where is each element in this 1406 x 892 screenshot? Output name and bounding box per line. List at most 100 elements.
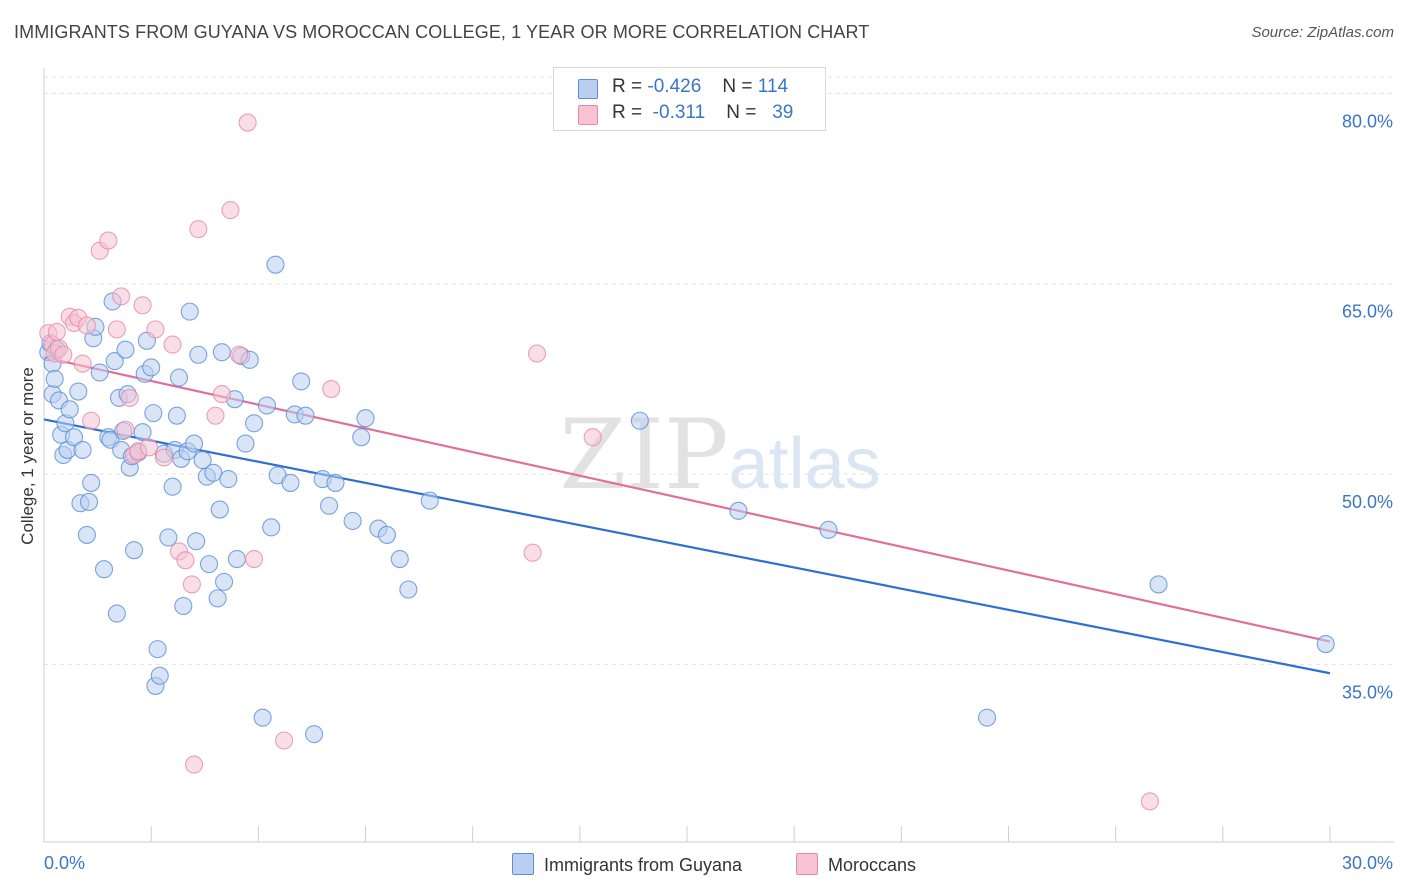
point-guyana <box>60 400 79 419</box>
point-moroccans <box>527 344 547 363</box>
point-guyana <box>163 477 182 496</box>
point-guyana <box>729 501 748 520</box>
point-moroccans <box>212 385 231 404</box>
n-label: N = <box>726 102 757 123</box>
point-moroccans <box>322 379 341 399</box>
point-moroccans <box>1140 792 1160 811</box>
point-guyana <box>1149 575 1168 594</box>
point-guyana <box>133 423 152 442</box>
point-guyana <box>320 496 339 515</box>
point-guyana <box>630 411 649 430</box>
y-tick-label: 35.0% <box>1342 682 1393 702</box>
moroccans-swatch <box>578 105 598 125</box>
point-guyana <box>204 463 223 482</box>
point-guyana <box>352 428 371 447</box>
point-guyana <box>253 708 272 727</box>
point-guyana <box>82 473 101 492</box>
point-guyana <box>296 406 315 425</box>
series-moroccans <box>39 107 1160 811</box>
point-guyana <box>184 434 204 453</box>
point-guyana <box>819 520 838 539</box>
chart-source: Source: ZipAtlas.com <box>1251 24 1394 41</box>
point-moroccans <box>184 755 204 774</box>
x-tick-label-min: 0.0% <box>44 853 85 873</box>
point-guyana <box>142 358 161 377</box>
n-label: N = <box>722 76 753 97</box>
point-guyana <box>77 525 96 544</box>
point-guyana <box>244 414 264 433</box>
point-moroccans <box>244 549 264 569</box>
point-guyana <box>79 492 99 511</box>
point-guyana <box>236 434 255 453</box>
point-guyana <box>257 396 276 415</box>
point-guyana <box>292 372 311 391</box>
r-label: R = <box>612 76 643 97</box>
stats-legend: R = -0.426 N = 114 R = -0.311 N = 39 <box>553 67 826 131</box>
point-guyana <box>144 404 163 423</box>
point-moroccans <box>112 287 131 306</box>
y-tick-label: 65.0% <box>1342 302 1393 322</box>
chart-title: IMMIGRANTS FROM GUYANA VS MOROCCAN COLLE… <box>14 22 870 42</box>
watermark: ZIPatlas <box>559 399 880 511</box>
point-guyana <box>420 491 439 510</box>
point-guyana <box>64 428 84 447</box>
x-tick-label-max: 30.0% <box>1342 853 1393 873</box>
legend-item-guyana[interactable]: Immigrants from Guyana <box>512 853 742 876</box>
point-moroccans <box>583 428 602 447</box>
point-guyana <box>210 500 229 519</box>
point-guyana <box>167 406 186 425</box>
point-moroccans <box>275 731 294 750</box>
watermark-atlas: atlas <box>729 424 881 504</box>
point-moroccans <box>182 575 201 594</box>
point-guyana <box>124 541 144 560</box>
point-guyana <box>90 363 109 382</box>
point-guyana <box>45 369 64 388</box>
point-moroccans <box>189 220 208 239</box>
moroccans-swatch <box>796 853 818 875</box>
point-moroccans <box>146 320 165 339</box>
point-moroccans <box>77 316 96 335</box>
point-moroccans <box>139 438 159 457</box>
point-guyana <box>305 725 324 744</box>
point-moroccans <box>206 406 225 425</box>
point-guyana <box>262 518 281 537</box>
point-guyana <box>105 352 124 371</box>
point-guyana <box>219 470 238 489</box>
y-tick-label: 80.0% <box>1342 111 1393 131</box>
point-guyana <box>377 525 396 544</box>
point-moroccans <box>133 296 152 315</box>
point-moroccans <box>176 551 195 570</box>
trend-line-guyana <box>43 418 1331 675</box>
legend-label-guyana: Immigrants from Guyana <box>544 855 743 875</box>
n-value: 114 <box>757 76 789 97</box>
point-guyana <box>266 255 285 274</box>
point-moroccans <box>73 354 92 373</box>
point-guyana <box>199 555 219 574</box>
tick-labels: 35.0% 50.0% 65.0% 80.0% 0.0% 30.0% <box>44 111 1393 873</box>
point-guyana <box>214 572 234 591</box>
point-guyana <box>1316 635 1335 654</box>
point-moroccans <box>116 420 135 439</box>
data-points <box>39 107 1335 811</box>
y-tick-label: 50.0% <box>1342 492 1393 512</box>
point-guyana <box>169 368 189 387</box>
point-guyana <box>69 382 88 401</box>
point-moroccans <box>47 322 66 341</box>
point-moroccans <box>99 231 118 250</box>
point-guyana <box>116 340 135 359</box>
point-guyana <box>107 604 126 623</box>
guyana-swatch <box>578 79 598 99</box>
point-guyana <box>399 580 418 599</box>
point-guyana <box>227 549 246 569</box>
point-guyana <box>148 640 167 659</box>
point-moroccans <box>523 543 542 562</box>
point-moroccans <box>154 448 174 467</box>
legend-item-moroccans[interactable]: Moroccans <box>796 853 916 876</box>
point-guyana <box>208 589 227 608</box>
point-moroccans <box>120 388 139 407</box>
point-guyana <box>390 549 409 569</box>
r-label: R = <box>612 102 643 123</box>
gridlines <box>44 76 1394 665</box>
n-value: 39 <box>772 102 794 123</box>
point-guyana <box>189 345 208 364</box>
